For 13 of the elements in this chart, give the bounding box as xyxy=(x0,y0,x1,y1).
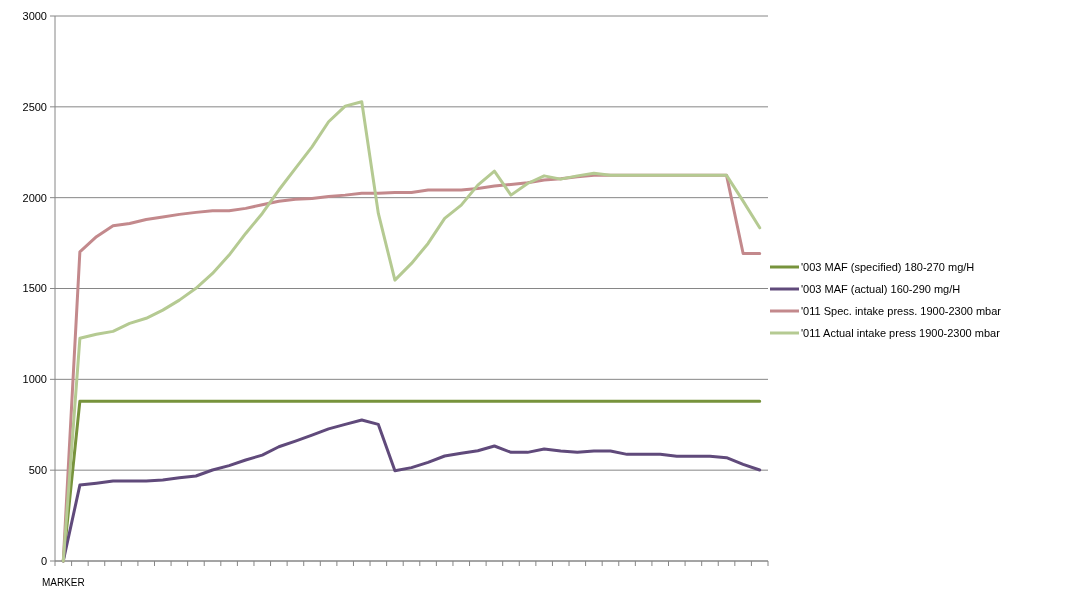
y-tick-label: 500 xyxy=(28,464,47,477)
line-series xyxy=(61,100,762,563)
y-tick-label: 2500 xyxy=(22,100,47,113)
x-tick-label: MARKER xyxy=(41,577,85,588)
y-tick-label: 1000 xyxy=(22,373,47,386)
y-tick-label: 3000 xyxy=(22,9,47,22)
legend-label: '003 MAF (actual) 160-290 mg/H xyxy=(801,282,961,295)
legend-label: '011 Actual intake press 1900-2300 mbar xyxy=(801,326,1001,339)
y-tick-label: 2000 xyxy=(22,191,47,204)
y-tick-label: 1500 xyxy=(22,282,47,295)
legend-label: '003 MAF (specified) 180-270 mg/H xyxy=(801,260,975,273)
legend-label: '011 Spec. intake press. 1900-2300 mbar xyxy=(801,304,1002,317)
y-tick-label: 0 xyxy=(40,554,47,567)
